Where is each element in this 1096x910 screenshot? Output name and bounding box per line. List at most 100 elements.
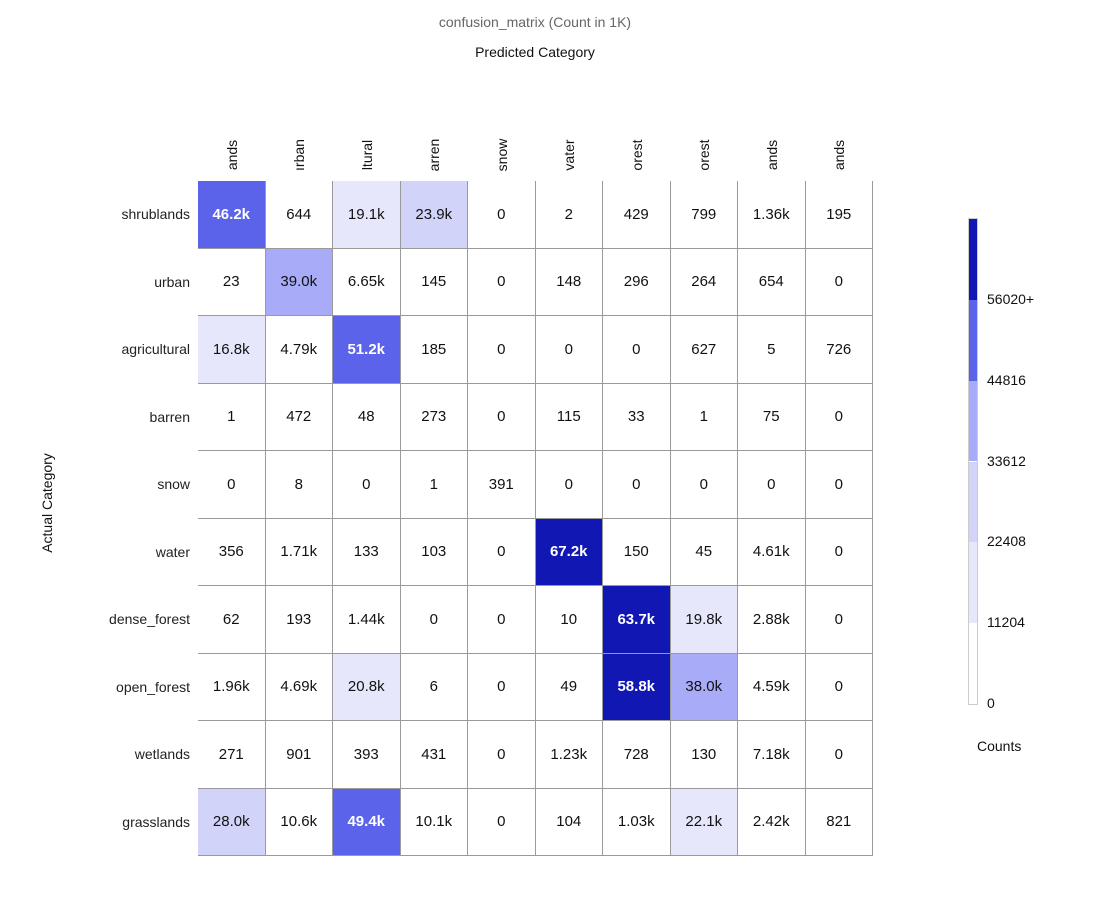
heatmap-cell: 148: [535, 248, 603, 316]
heatmap-cell: 130: [670, 721, 738, 789]
y-tick-label: dense_forest: [109, 611, 190, 627]
heatmap-cell: 901: [265, 721, 333, 789]
x-tick-cell: ands: [806, 130, 874, 180]
colorbar-segment: [969, 299, 977, 381]
heatmap-cell: 133: [333, 518, 401, 586]
heatmap-cell: 0: [805, 518, 873, 586]
heatmap-cell: 2: [535, 181, 603, 249]
y-tick-labels: shrublands urban agricultural barren snow wat…: [20, 181, 190, 856]
colorbar-title: Counts: [977, 738, 1022, 754]
heatmap-cell: 472: [265, 383, 333, 451]
heatmap-cell: 821: [805, 788, 873, 856]
heatmap-cell: 10: [535, 586, 603, 654]
heatmap-cell: 1.36k: [738, 181, 806, 249]
heatmap-cell: 185: [400, 316, 468, 384]
heatmap-cell: 6: [400, 653, 468, 721]
colorbar-tick-label: 0: [987, 695, 995, 711]
heatmap-cell: 391: [468, 451, 536, 519]
x-tick-label: ands: [763, 139, 780, 171]
heatmap-cell: 1.96k: [198, 653, 266, 721]
heatmap-cell: 58.8k: [603, 653, 671, 721]
heatmap-cell: 0: [400, 586, 468, 654]
y-tick-label: grasslands: [122, 813, 190, 830]
heatmap-cell: 195: [805, 181, 873, 249]
x-tick-cell: ands: [198, 130, 266, 180]
x-tick-label: snow: [493, 138, 510, 172]
heatmap-cell: 0: [468, 721, 536, 789]
heatmap-cell: 0: [805, 586, 873, 654]
heatmap-cell: 45: [670, 518, 738, 586]
heatmap-cell: 0: [805, 721, 873, 789]
x-tick-label: vater: [561, 139, 578, 171]
heatmap-cell: 23.9k: [400, 181, 468, 249]
chart-title: confusion_matrix (Count in 1K): [438, 14, 632, 30]
heatmap-cell: 103: [400, 518, 468, 586]
heatmap-cell: 356: [198, 518, 266, 586]
heatmap-cell: 39.0k: [265, 248, 333, 316]
heatmap-cell: 393: [333, 721, 401, 789]
heatmap-cell: 0: [333, 451, 401, 519]
heatmap-cell: 0: [468, 383, 536, 451]
heatmap-cell: 1: [198, 383, 266, 451]
heatmap-cell: 67.2k: [535, 518, 603, 586]
heatmap-cell: 193: [265, 586, 333, 654]
heatmap-cell: 115: [535, 383, 603, 451]
x-tick-cell: ltural: [333, 130, 401, 180]
heatmap-cell: 429: [603, 181, 671, 249]
colorbar-segment: [969, 461, 977, 543]
colorbar: [968, 218, 978, 705]
heatmap-cell: 271: [198, 721, 266, 789]
heatmap-cell: 49: [535, 653, 603, 721]
heatmap-cell: 75: [738, 383, 806, 451]
y-tick-label: water: [155, 543, 190, 560]
heatmap-cell: 5: [738, 316, 806, 384]
heatmap-cell: 10.1k: [400, 788, 468, 856]
heatmap-cell: 7.18k: [738, 721, 806, 789]
heatmap-cell: 51.2k: [333, 316, 401, 384]
heatmap-cell: 145: [400, 248, 468, 316]
heatmap-cell: 431: [400, 721, 468, 789]
y-tick-label: open_forest: [116, 678, 190, 695]
heatmap-cell: 0: [805, 248, 873, 316]
confusion-matrix-heatmap: 46.2k 644 19.1k 23.9k 0 2 429 799 1.36k 195 23 39.0…: [198, 181, 873, 856]
y-tick-label: urban: [154, 273, 190, 290]
x-tick-cell: vater: [536, 130, 604, 180]
x-tick-labels: ands ırban ltural arren snow vater orest orest a…: [198, 130, 873, 180]
heatmap-cell: 1.71k: [265, 518, 333, 586]
heatmap-cell: 2.42k: [738, 788, 806, 856]
y-tick-label: wetlands: [134, 746, 190, 762]
heatmap-cell: 1: [400, 451, 468, 519]
heatmap-cell: 22.1k: [670, 788, 738, 856]
heatmap-cell: 20.8k: [333, 653, 401, 721]
heatmap-cell: 728: [603, 721, 671, 789]
heatmap-cell: 1.23k: [535, 721, 603, 789]
heatmap-cell: 0: [670, 451, 738, 519]
colorbar-tick-label: 22408: [987, 533, 1026, 550]
colorbar-segment: [969, 219, 977, 300]
heatmap-cell: 273: [400, 383, 468, 451]
heatmap-cell: 726: [805, 316, 873, 384]
heatmap-cell: 23: [198, 248, 266, 316]
heatmap-cell: 264: [670, 248, 738, 316]
heatmap-cell: 644: [265, 181, 333, 249]
heatmap-cell: 19.8k: [670, 586, 738, 654]
heatmap-cell: 0: [468, 248, 536, 316]
colorbar-segment: [969, 380, 977, 462]
x-tick-cell: orest: [603, 130, 671, 180]
heatmap-cell: 627: [670, 316, 738, 384]
x-tick-label: ltural: [358, 139, 375, 171]
x-tick-label: orest: [696, 139, 713, 171]
y-tick-label: shrublands: [121, 206, 191, 222]
heatmap-cell: 48: [333, 383, 401, 451]
heatmap-cell: 46.2k: [198, 181, 266, 249]
heatmap-cell: 799: [670, 181, 738, 249]
heatmap-cell: 1.03k: [603, 788, 671, 856]
x-tick-label: orest: [628, 139, 645, 171]
heatmap-cell: 63.7k: [603, 586, 671, 654]
heatmap-cell: 0: [468, 181, 536, 249]
heatmap-cell: 0: [603, 451, 671, 519]
y-tick-label: agricultural: [121, 341, 190, 357]
y-tick-label: snow: [157, 476, 190, 492]
heatmap-cell: 1.44k: [333, 586, 401, 654]
heatmap-cell: 654: [738, 248, 806, 316]
